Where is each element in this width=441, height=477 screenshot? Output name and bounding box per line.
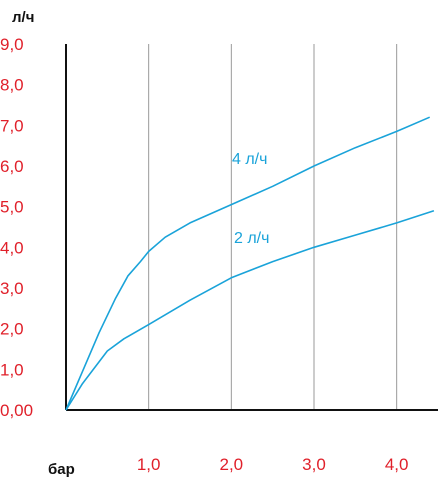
y-tick-label: 0,00 <box>0 401 33 420</box>
y-tick-label: 7,0 <box>0 116 24 135</box>
y-tick-label: 1,0 <box>0 360 24 379</box>
x-tick-label: 4,0 <box>385 455 409 474</box>
y-tick-label: 2,0 <box>0 320 24 339</box>
series-lines <box>65 116 435 411</box>
x-axis-unit-label: бар <box>48 461 75 477</box>
x-tick-label: 1,0 <box>137 455 161 474</box>
y-tick-label: 9,0 <box>0 35 24 54</box>
series-line-1 <box>65 209 435 411</box>
series-label: 4 л/ч <box>232 151 267 168</box>
series-label: 2 л/ч <box>234 230 269 247</box>
y-tick-labels: 0,00 1,0 2,0 3,0 4,0 5,0 6,0 7,0 8,0 9,0 <box>0 35 33 420</box>
axes <box>65 44 438 411</box>
y-tick-label: 4,0 <box>0 238 24 257</box>
x-tick-label: 3,0 <box>302 455 326 474</box>
series-line-0 <box>65 116 431 411</box>
y-tick-label: 8,0 <box>0 76 24 95</box>
y-tick-label: 5,0 <box>0 198 24 217</box>
grid-lines <box>148 44 398 410</box>
y-axis-unit-label: л/ч <box>12 9 34 26</box>
x-tick-label: 2,0 <box>220 455 244 474</box>
y-tick-label: 6,0 <box>0 157 24 176</box>
x-tick-labels: 1,0 2,0 3,0 4,0 <box>137 455 409 474</box>
y-tick-label: 3,0 <box>0 279 24 298</box>
series-labels: 4 л/ч 2 л/ч <box>232 151 269 247</box>
